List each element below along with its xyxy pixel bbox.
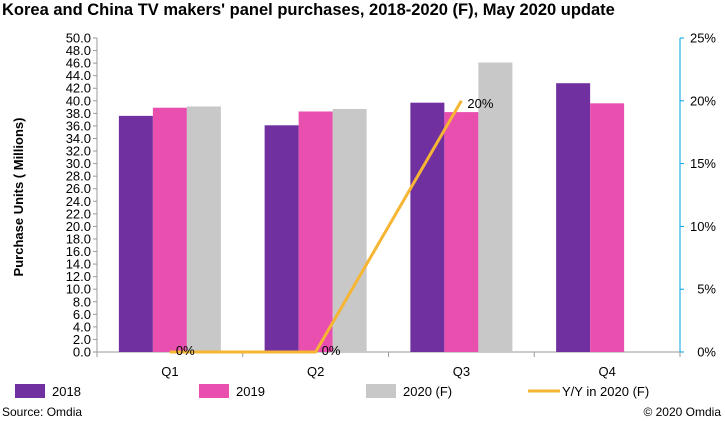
y-tick-label: 36.0 [66,118,91,133]
y-tick-label: 22.0 [66,206,91,221]
y-tick-label: 14.0 [66,257,91,272]
y-tick-label: 16.0 [66,244,91,259]
y-tick-label: 50.0 [66,31,91,46]
y2-tick-label: 20% [690,93,716,108]
y-tick-label: 46.0 [66,56,91,71]
y2-tick-label: 25% [690,31,716,46]
bar-2018-q3 [410,102,445,353]
y-tick-label: 8.0 [73,294,91,309]
yoy-data-label: 0% [322,343,341,358]
legend-label: Y/Y in 2020 (F) [562,384,649,399]
source-note: Source: Omdia [2,405,83,419]
x-tick-label: Q2 [307,364,324,379]
y-tick-label: 26.0 [66,181,91,196]
yoy-line [169,100,463,354]
y2-tick-label: 15% [690,156,716,171]
chart-title: Korea and China TV makers' panel purchas… [2,1,615,19]
y2-tick-label: 5% [697,282,716,297]
y-tick-label: 30.0 [66,156,91,171]
bar-2018-q1 [118,115,153,352]
y-tick-label: 40.0 [66,93,91,108]
legend-label: 2020 (F) [403,384,452,399]
x-tick-label: Q4 [598,364,615,379]
bar-2019-q4 [590,103,625,352]
y-tick-label: 42.0 [66,81,91,96]
bar-2020-f--q1 [186,106,221,353]
legend-swatch [366,384,396,398]
y-tick-label: 2.0 [73,332,91,347]
y-tick-label: 28.0 [66,169,91,184]
x-tick-label: Q3 [453,364,470,379]
y-tick-label: 18.0 [66,231,91,246]
bar-2019-q2 [298,111,333,352]
bar-2019-q3 [444,112,479,352]
y2-tick-label: 0% [697,345,716,360]
legend-swatch [15,384,45,398]
x-tick-label: Q1 [161,364,178,379]
y-tick-label: 48.0 [66,43,91,58]
legend-swatch [199,384,229,398]
y-tick-label: 10.0 [66,282,91,297]
yoy-data-label: 20% [467,96,493,111]
y-tick-label: 24.0 [66,194,91,209]
legend-label: 2019 [236,384,265,399]
bar-2019-q1 [152,107,187,352]
y-tick-label: 44.0 [66,68,91,83]
y-tick-label: 12.0 [66,269,91,284]
y-tick-label: 0.0 [73,345,91,360]
y2-tick-label: 10% [690,219,716,234]
copyright-note: © 2020 Omdia [643,405,721,419]
bar-2018-q4 [556,83,591,352]
y-tick-label: 4.0 [73,319,91,334]
y-tick-label: 38.0 [66,106,91,121]
yoy-data-label: 0% [176,343,195,358]
bar-2018-q2 [264,125,299,353]
y-tick-label: 34.0 [66,131,91,146]
bar-2020-f--q3 [478,62,513,352]
legend-label: 2018 [52,384,81,399]
y-axis-label: Purchase Units ( Millions) [11,118,26,277]
y-tick-label: 32.0 [66,144,91,159]
y-tick-label: 6.0 [73,307,91,322]
y-tick-label: 20.0 [66,219,91,234]
